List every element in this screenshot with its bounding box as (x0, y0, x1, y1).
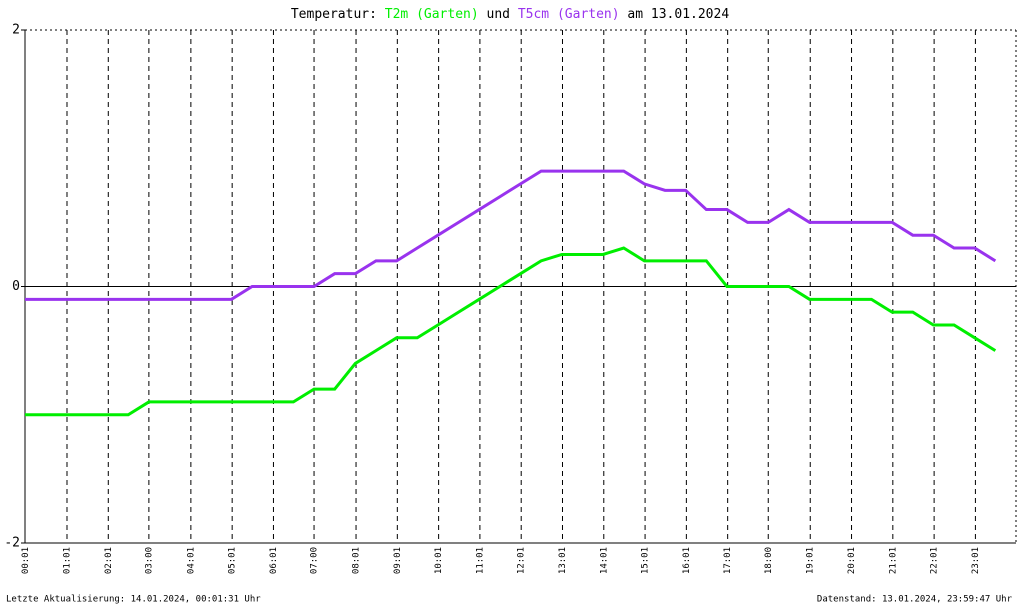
x-tick-label: 15:01 (641, 547, 651, 574)
x-tick-label: 04:01 (186, 547, 196, 574)
chart-title: Temperatur: T2m (Garten) und T5cm (Garte… (291, 7, 729, 22)
footer-left: Letzte Aktualisierung: 14.01.2024, 00:01… (6, 595, 261, 605)
x-tick-label: 05:01 (228, 547, 238, 574)
x-tick-label: 23:01 (971, 547, 981, 574)
x-tick-label: 10:01 (434, 547, 444, 574)
x-tick-label: 20:01 (847, 547, 857, 574)
x-tick-label: 09:01 (393, 547, 403, 574)
x-tick-label: 16:01 (682, 547, 692, 574)
x-tick-label: 01:01 (62, 547, 72, 574)
x-tick-label: 21:01 (888, 547, 898, 574)
title-series: T2m (Garten) (385, 7, 479, 22)
x-tick-label: 12:01 (517, 547, 527, 574)
y-tick-label: 0 (12, 279, 20, 294)
x-tick-label: 08:01 (352, 547, 362, 574)
title-suffix: am 13.01.2024 (627, 7, 729, 22)
x-tick-label: 17:01 (723, 547, 733, 574)
title-join: und (487, 7, 510, 22)
x-tick-label: 11:01 (475, 547, 485, 574)
x-tick-label: 07:00 (310, 547, 320, 574)
x-tick-label: 13:01 (558, 547, 568, 574)
x-tick-label: 19:01 (806, 547, 816, 574)
x-tick-label: 03:00 (144, 547, 154, 574)
x-tick-label: 18:00 (764, 547, 774, 574)
x-tick-label: 22:01 (930, 547, 940, 574)
title-series: T5cm (Garten) (518, 7, 620, 22)
x-tick-label: 06:01 (269, 547, 279, 574)
y-tick-label: 2 (12, 23, 20, 38)
y-tick-label: -2 (4, 536, 20, 551)
x-tick-label: 00:01 (21, 547, 31, 574)
series-line (25, 246, 997, 417)
title-prefix: Temperatur: (291, 7, 377, 22)
footer-right: Datenstand: 13.01.2024, 23:59:47 Uhr (817, 595, 1013, 605)
series-line (25, 169, 997, 301)
x-tick-label: 14:01 (599, 547, 609, 574)
x-tick-label: 02:01 (104, 547, 114, 574)
